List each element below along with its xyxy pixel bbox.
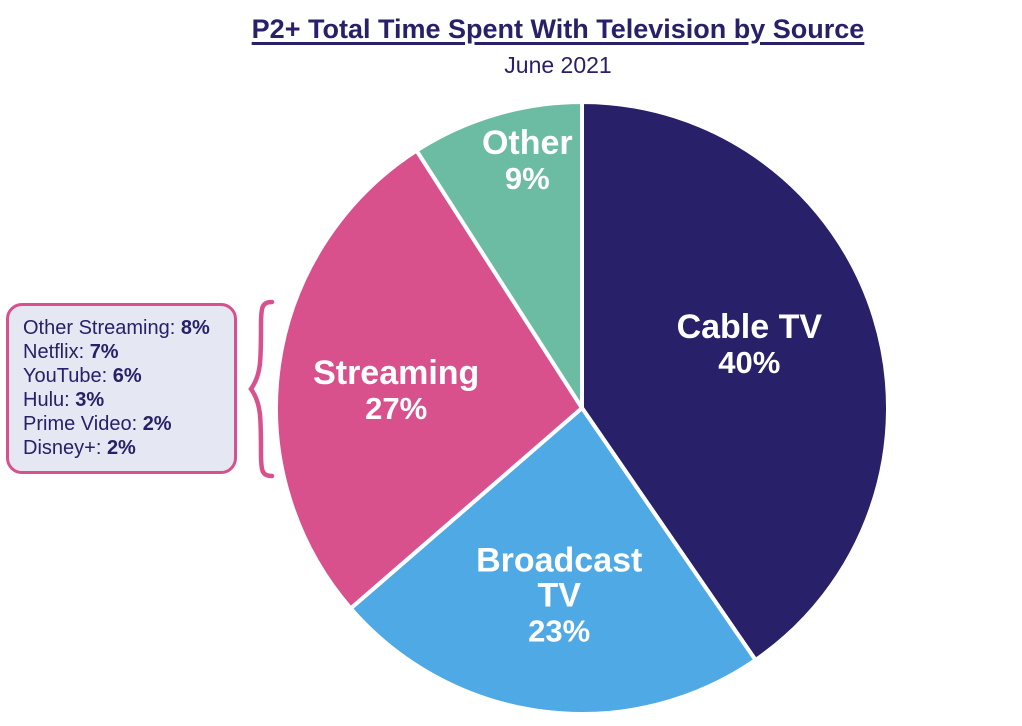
pie-slice-streaming <box>273 148 584 611</box>
callout-item-value: 2% <box>106 437 136 459</box>
callout-item-other-streaming: Other Streaming: 8% <box>23 317 210 339</box>
chart-header: P2+ Total Time Spent With Television by … <box>47 14 1022 79</box>
callout-item-value: 8% <box>180 317 210 339</box>
chart-subtitle: June 2021 <box>504 52 612 78</box>
callout-item-netflix: Netflix: 7% <box>23 341 119 363</box>
callout-item-value: 6% <box>112 365 142 387</box>
chart-title: P2+ Total Time Spent With Television by … <box>251 14 865 44</box>
pie-slice-cable-tv <box>580 100 890 663</box>
callout-item-value: 3% <box>75 389 105 411</box>
callout-item-hulu: Hulu: 3% <box>23 389 105 411</box>
streaming-breakdown-callout: Other Streaming: 8% Netflix: 7% YouTube: 6… <box>6 303 237 474</box>
callout-item-disney-: Disney+: 2% <box>23 437 136 459</box>
callout-item-prime-video: Prime Video: 2% <box>23 413 172 435</box>
curly-brace-path <box>248 299 275 479</box>
pie-slice-broadcast-tv <box>348 406 758 716</box>
pie-chart <box>273 100 890 716</box>
callout-item-value: 7% <box>89 341 119 363</box>
callout-item-youtube: YouTube: 6% <box>23 365 142 387</box>
pie-slice-other <box>414 100 584 410</box>
callout-item-value: 2% <box>142 413 172 435</box>
curly-brace-icon <box>248 299 275 479</box>
